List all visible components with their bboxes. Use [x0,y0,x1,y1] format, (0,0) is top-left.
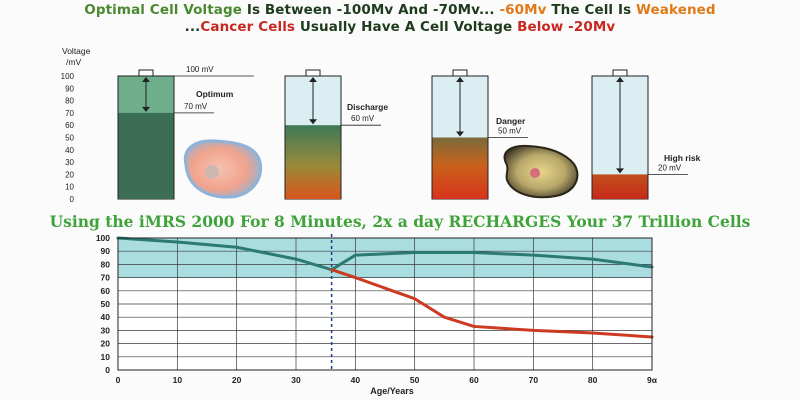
voltage-tick-label: 30 [65,158,74,167]
voltage-tick-label: 20 [65,170,74,179]
battery-top-arrow [309,77,317,82]
battery-discharge: 60 mV Discharge [284,69,388,200]
headline-cancer-voltage: ...Cancer Cells Usually Have A Cell Volt… [0,19,800,35]
headline-seg: ... [184,19,201,35]
battery-level-label: 20 mV [658,163,682,172]
x-tick-label: 40 [351,375,361,385]
battery-state-label: Optimum [196,89,234,99]
voltage-axis-title: Voltage [62,46,91,56]
voltage-tick-label: 0 [70,195,75,204]
battery-top-arrow [456,77,464,82]
voltage-tick-label: 40 [65,146,74,155]
voltage-tick-label: 60 [65,121,74,130]
battery-charge-fill [592,174,648,199]
series-with-imrs [330,251,654,272]
series-natural-decline [116,236,334,272]
battery-state-label: High risk [664,153,701,163]
battery-charge-fill [118,112,174,199]
voltage-tick-label: 80 [65,97,74,106]
headline-seg: Cancer Cells [200,19,296,35]
x-tick-label: 30 [291,375,301,385]
plot-frame [117,237,653,371]
x-tick-label: 20 [232,375,242,385]
headline-seg: Usually Have A Cell Voltage [295,19,518,35]
healthy-cell-nucleus [205,165,219,179]
battery-level-label: 60 mV [351,114,375,123]
battery-top-arrow [616,77,624,82]
y-tick-label: 30 [101,325,111,335]
x-tick-label: 80 [588,375,598,385]
headline-seg: The Cell Is [546,2,637,18]
battery-cap [305,69,321,77]
battery-arrow-head [142,106,150,112]
cancer-cell-body [503,144,579,199]
battery-state-label: Danger [496,116,526,126]
y-tick-label: 80 [101,259,111,269]
battery-optimum: 70 mV 100 mV Optimum [117,65,254,200]
x-tick-label: 10 [173,375,183,385]
x-axis-title: Age/Years [370,386,414,396]
headline-optimal-voltage: Optimal Cell Voltage Is Between -100Mv A… [0,2,800,18]
y-tick-label: 10 [101,352,111,362]
x-tick-label: 60 [469,375,479,385]
y-tick-label: 0 [105,365,110,375]
headline-seg: -60Mv [499,2,547,18]
battery-level-label: 50 mV [498,127,522,136]
voltage-tick-label: 100 [61,72,75,81]
battery-arrow-head [456,131,464,137]
battery-cap [452,69,468,77]
healthy-cell-body [183,139,263,199]
x-tick-label: 0 [116,375,121,385]
voltage-tick-label: 90 [65,84,74,93]
voltage-tick-label: 70 [65,109,74,118]
battery-top-arrow [142,77,150,82]
x-tick-label: 50 [410,375,420,385]
y-tick-label: 40 [101,312,111,322]
cancer-cell-image [503,144,579,199]
battery-cap [138,69,154,77]
y-tick-label: 100 [96,233,110,243]
y-tick-label: 20 [101,339,111,349]
y-tick-label: 60 [101,286,111,296]
cancer-cell-nucleus [530,168,540,178]
battery-top-label: 100 mV [186,65,214,74]
healthy-cell-image [183,139,263,199]
battery-charge-fill [432,137,488,199]
headline-seg: Below -20Mv [517,19,616,35]
headline-seg: Is Between -100Mv And -70Mv... [242,2,500,18]
y-tick-label: 50 [101,299,111,309]
y-tick-label: 70 [101,273,111,283]
battery-arrow-head [309,119,317,125]
imrs-banner: Using the iMRS 2000 For 8 Minutes, 2x a … [49,212,751,231]
voltage-axis-unit: /mV [66,57,81,67]
battery-cap [612,69,628,77]
x-tick-label: 9α [647,375,658,385]
series-without-imrs [330,268,654,339]
headline-seg: Weakened [636,2,716,18]
y-tick-label: 90 [101,246,111,256]
battery-charge-fill [285,125,341,199]
battery-level-label: 70 mV [184,102,208,111]
x-tick-label: 70 [529,375,539,385]
voltage-tick-label: 10 [65,183,74,192]
battery-arrow-head [616,168,624,174]
headline-seg: Optimal Cell Voltage [84,2,243,18]
battery-state-label: Discharge [347,102,388,112]
voltage-tick-label: 50 [65,134,74,143]
